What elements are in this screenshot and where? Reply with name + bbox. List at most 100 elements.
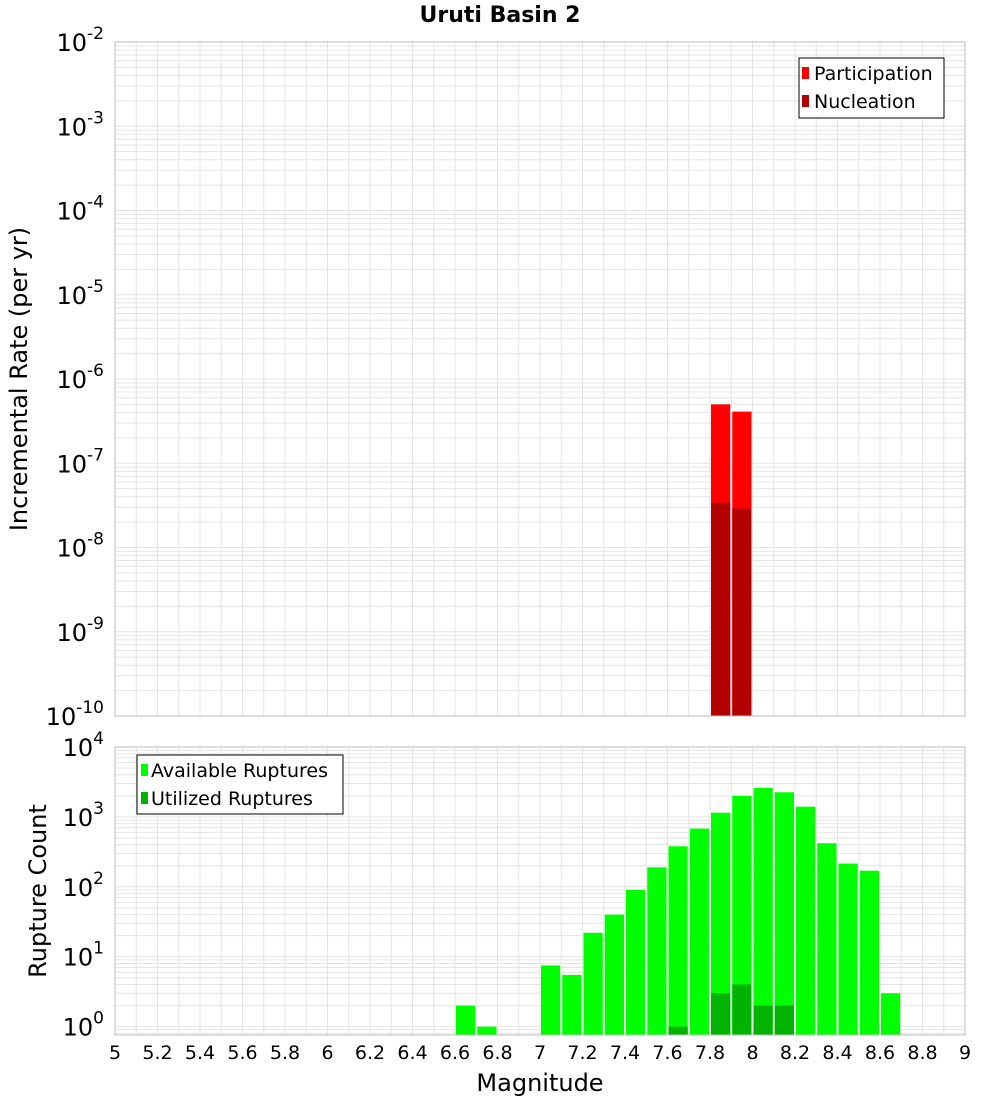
rate-y-tick-label: 10-7 [57, 445, 105, 478]
legend-label-participation: Participation [814, 63, 933, 85]
tick-base: 10 [63, 804, 94, 832]
x-tick-label: 8 [746, 1042, 758, 1064]
tick-base: 10 [57, 535, 88, 563]
tick-exponent: 2 [93, 869, 104, 889]
x-tick-label: 7.8 [695, 1042, 725, 1064]
legend-label-nucleation: Nucleation [814, 91, 916, 113]
rate-y-tick-label: 10-2 [57, 24, 105, 57]
rupture-plot-frame [114, 746, 966, 1036]
rupture-bar-available [541, 965, 561, 1035]
x-tick-label: 8.4 [822, 1042, 852, 1064]
rate-y-tick-label: 10-5 [57, 277, 105, 310]
tick-base: 10 [57, 619, 88, 647]
rupture-legend-box [136, 754, 344, 815]
tick-exponent: 0 [93, 1009, 104, 1029]
x-tick-label: 9 [959, 1042, 971, 1064]
rate-bar-nucleation [732, 508, 752, 716]
rupture-bar-available [838, 863, 858, 1035]
x-tick-label: 6.2 [355, 1042, 385, 1064]
x-tick-label: 7 [534, 1042, 546, 1064]
x-tick-label: 6.4 [397, 1042, 427, 1064]
rupture-bar-available [668, 846, 688, 1035]
rate-y-tick-label: 10-10 [46, 698, 104, 731]
rate-y-tick-label: 10-3 [57, 108, 105, 141]
rate-legend: Participation Nucleation [798, 57, 945, 119]
x-tick-label: 6 [321, 1042, 333, 1064]
tick-exponent: -3 [87, 108, 104, 128]
tick-exponent: 3 [93, 799, 104, 819]
rupture-bar-available [477, 1026, 497, 1035]
tick-exponent: -6 [87, 361, 104, 381]
tick-base: 10 [57, 450, 88, 478]
rupture-bar-available [732, 795, 752, 1035]
rate-y-tick-label: 10-9 [57, 614, 105, 647]
x-tick-label: 5.6 [227, 1042, 257, 1064]
x-tick-label: 8.2 [780, 1042, 810, 1064]
rupture-bar-utilized [732, 984, 752, 1035]
rupture-y-tick-label: 102 [63, 869, 104, 902]
rate-legend-box [798, 57, 945, 119]
tick-base: 10 [57, 282, 88, 310]
x-tick-label: 6.8 [482, 1042, 512, 1064]
x-tick-label: 5 [109, 1042, 121, 1064]
rupture-y-tick-label: 100 [63, 1009, 104, 1042]
rupture-bar-available [881, 993, 901, 1035]
rupture-bar-available [859, 870, 879, 1035]
rupture-legend: Available Ruptures Utilized Ruptures [136, 754, 344, 815]
rupture-bar-available [753, 787, 773, 1035]
x-tick-label: 8.6 [865, 1042, 895, 1064]
legend-swatch-available [141, 764, 148, 776]
x-tick-label: 8.8 [907, 1042, 937, 1064]
rupture-bar-available [562, 974, 582, 1035]
rupture-bar-available [689, 828, 709, 1035]
x-tick-label: 7.6 [652, 1042, 682, 1064]
tick-base: 10 [57, 198, 88, 226]
rate-bars [711, 404, 752, 716]
rupture-y-tick-label: 104 [63, 729, 104, 762]
rupture-bar-available [774, 792, 794, 1035]
x-axis-label: Magnitude [476, 1069, 603, 1097]
tick-base: 10 [46, 703, 77, 731]
rupture-bar-utilized [711, 993, 731, 1035]
rupture-y-tick-label: 103 [63, 799, 104, 832]
tick-base: 10 [57, 113, 88, 141]
tick-exponent: 4 [93, 729, 104, 749]
rate-gridlines [114, 42, 966, 717]
x-tick-label: 7.4 [610, 1042, 640, 1064]
rate-y-tick-label: 10-6 [57, 361, 105, 394]
rupture-bar-available [626, 890, 646, 1035]
rate-bar-nucleation [711, 502, 731, 716]
x-tick-label: 5.2 [142, 1042, 172, 1064]
x-tick-label: 5.8 [270, 1042, 300, 1064]
rate-plot-frame [114, 41, 966, 717]
rupture-bar-available [817, 843, 837, 1035]
tick-exponent: -9 [87, 614, 104, 634]
x-tick-label: 5.4 [185, 1042, 215, 1064]
tick-base: 10 [63, 874, 94, 902]
rupture-bar-available [647, 867, 667, 1035]
tick-exponent: -2 [87, 24, 104, 44]
rupture-bar-available [711, 812, 731, 1035]
rupture-bar-available [604, 914, 624, 1035]
tick-base: 10 [57, 366, 88, 394]
tick-exponent: 1 [93, 939, 104, 959]
legend-swatch-participation [802, 67, 809, 79]
legend-label-utilized: Utilized Ruptures [151, 788, 313, 810]
rupture-y-tick-label: 101 [63, 939, 104, 972]
rupture-bar-available [796, 806, 816, 1035]
rate-y-tick-label: 10-4 [57, 193, 105, 226]
chart-title: Uruti Basin 2 [420, 3, 581, 28]
rupture-bar-available [456, 1005, 476, 1035]
tick-exponent: -8 [87, 530, 104, 550]
tick-base: 10 [57, 29, 88, 57]
legend-label-available: Available Ruptures [151, 760, 328, 782]
magnitude-x-ticks: 5 5.2 5.4 5.6 5.8 6 6.2 6.4 6.6 6.8 7 7.2 7.4 7.6 7.8 8… [109, 1042, 971, 1064]
tick-exponent: -5 [87, 277, 104, 297]
rupture-bar-utilized [753, 1005, 773, 1035]
rate-y-axis-label: Incremental Rate (per yr) [5, 227, 33, 531]
rupture-gridlines [114, 747, 966, 1035]
